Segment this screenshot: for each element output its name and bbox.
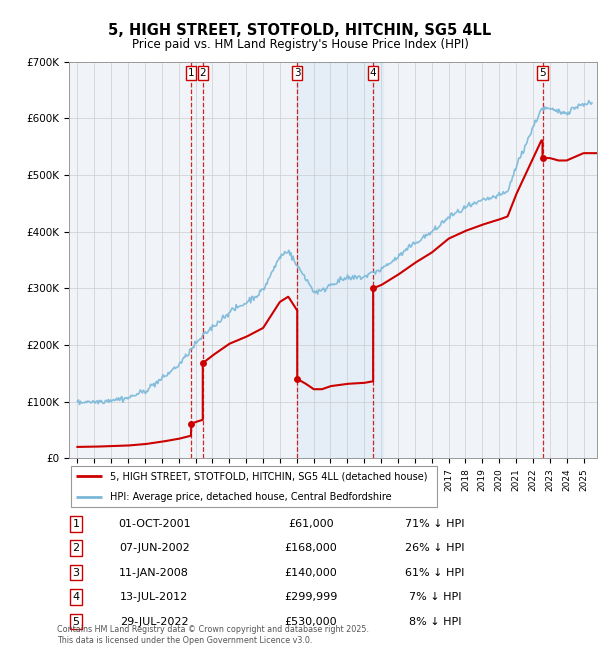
Text: 2: 2	[73, 543, 79, 553]
Text: 5, HIGH STREET, STOTFOLD, HITCHIN, SG5 4LL: 5, HIGH STREET, STOTFOLD, HITCHIN, SG5 4…	[109, 23, 491, 38]
Text: 11-JAN-2008: 11-JAN-2008	[119, 567, 189, 578]
Text: £299,999: £299,999	[284, 592, 337, 602]
Text: Price paid vs. HM Land Registry's House Price Index (HPI): Price paid vs. HM Land Registry's House …	[131, 38, 469, 51]
Text: 3: 3	[73, 567, 79, 578]
Text: 01-OCT-2001: 01-OCT-2001	[118, 519, 191, 528]
Text: £168,000: £168,000	[284, 543, 337, 553]
Text: HPI: Average price, detached house, Central Bedfordshire: HPI: Average price, detached house, Cent…	[110, 492, 392, 502]
Text: 07-JUN-2002: 07-JUN-2002	[119, 543, 190, 553]
Text: £140,000: £140,000	[284, 567, 337, 578]
Text: Contains HM Land Registry data © Crown copyright and database right 2025.
This d: Contains HM Land Registry data © Crown c…	[57, 625, 369, 645]
FancyBboxPatch shape	[71, 466, 437, 506]
Text: 8% ↓ HPI: 8% ↓ HPI	[409, 617, 461, 627]
Text: 1: 1	[188, 68, 194, 78]
Text: 4: 4	[73, 592, 79, 602]
Text: 13-JUL-2012: 13-JUL-2012	[120, 592, 188, 602]
Text: 5: 5	[73, 617, 79, 627]
Text: 5, HIGH STREET, STOTFOLD, HITCHIN, SG5 4LL (detached house): 5, HIGH STREET, STOTFOLD, HITCHIN, SG5 4…	[110, 471, 427, 481]
Text: 29-JUL-2022: 29-JUL-2022	[120, 617, 188, 627]
Text: £61,000: £61,000	[288, 519, 334, 528]
Text: 5: 5	[539, 68, 546, 78]
Text: 71% ↓ HPI: 71% ↓ HPI	[405, 519, 465, 528]
Bar	[297, 62, 383, 458]
Text: 3: 3	[294, 68, 301, 78]
Text: 1: 1	[73, 519, 79, 528]
Text: £530,000: £530,000	[284, 617, 337, 627]
Text: 7% ↓ HPI: 7% ↓ HPI	[409, 592, 461, 602]
Text: 61% ↓ HPI: 61% ↓ HPI	[406, 567, 464, 578]
Text: 26% ↓ HPI: 26% ↓ HPI	[405, 543, 465, 553]
Text: 2: 2	[199, 68, 206, 78]
Text: 4: 4	[370, 68, 376, 78]
